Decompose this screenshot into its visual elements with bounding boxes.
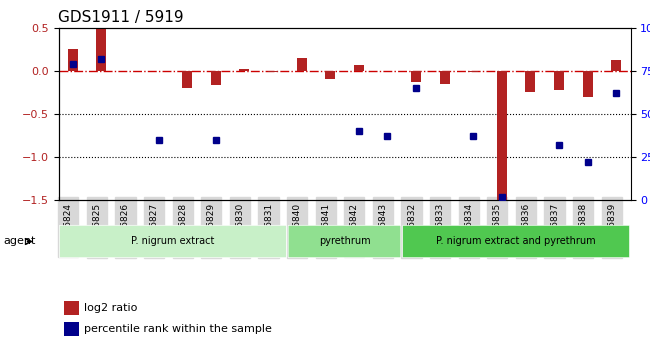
Text: percentile rank within the sample: percentile rank within the sample [84, 324, 272, 334]
Bar [182, 71, 192, 88]
Text: P. nigrum extract: P. nigrum extract [131, 237, 214, 246]
Bar [439, 71, 450, 84]
Bar [468, 71, 478, 72]
Bar [325, 71, 335, 79]
Text: GDS1911 / 5919: GDS1911 / 5919 [58, 10, 184, 25]
Text: agent: agent [3, 237, 36, 246]
Bar [582, 71, 593, 97]
Text: log2 ratio: log2 ratio [84, 303, 138, 313]
Bar [354, 65, 364, 71]
Text: pyrethrum: pyrethrum [318, 237, 370, 246]
Bar [211, 71, 221, 86]
FancyBboxPatch shape [59, 225, 287, 258]
Bar [554, 71, 564, 90]
Bar [611, 60, 621, 71]
Bar [268, 71, 278, 72]
Bar [64, 322, 79, 336]
Bar [239, 69, 250, 71]
Bar [497, 71, 507, 204]
Text: P. nigrum extract and pyrethrum: P. nigrum extract and pyrethrum [436, 237, 596, 246]
Bar [296, 58, 307, 71]
Bar [411, 71, 421, 82]
Bar [96, 28, 107, 71]
FancyBboxPatch shape [288, 225, 401, 258]
Bar [525, 71, 536, 92]
Bar [68, 49, 78, 71]
FancyBboxPatch shape [402, 225, 630, 258]
Bar [64, 301, 79, 315]
